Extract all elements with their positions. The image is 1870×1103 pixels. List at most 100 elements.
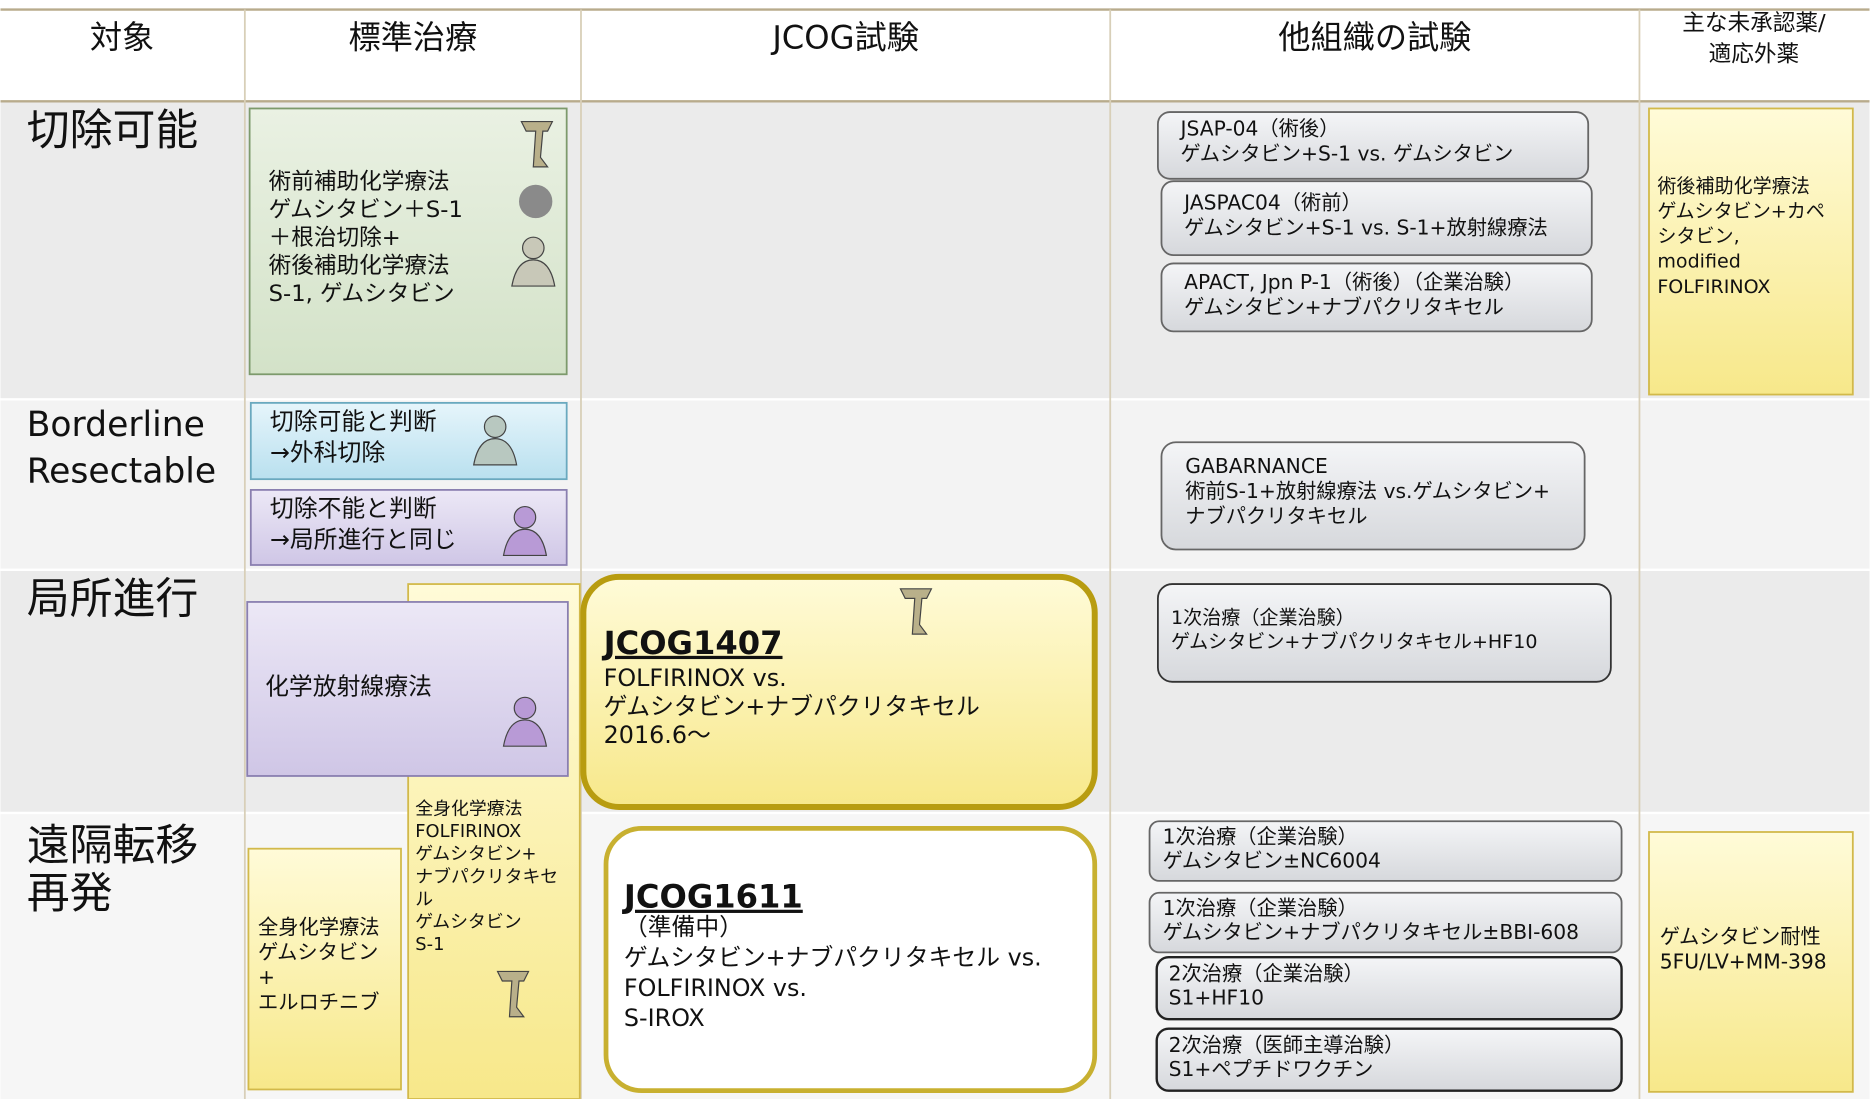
box-frame	[1148, 820, 1623, 882]
box-line: ゲムシタビン+ナブパクリタキセル vs.	[624, 943, 1042, 971]
header-cell: 対象	[90, 18, 154, 56]
box-line: FOLFIRINOX	[1657, 276, 1770, 298]
box-line: ル	[415, 889, 433, 910]
box-title: JCOG1611	[622, 878, 803, 916]
box-line: ゲムシタビン＋S-1	[269, 197, 463, 223]
icon	[496, 970, 530, 1018]
box-frame	[1160, 262, 1593, 333]
box-line: modified	[1657, 251, 1740, 273]
box-frame	[1157, 583, 1612, 683]
icon	[520, 120, 554, 168]
box-line: エルロチニブ	[258, 990, 380, 1014]
icon-body	[472, 438, 518, 466]
box-line: ゲムシタビン+ナブパクリタキセル	[604, 693, 980, 721]
box-line: ナブパクリタキセ	[415, 865, 558, 887]
box-frame	[1648, 831, 1854, 1093]
box-line: ゲムシタビン+ナブパクリタキセル	[1184, 295, 1504, 319]
icon-body	[502, 528, 548, 557]
box-line: 5FU/LV+MM-398	[1660, 950, 1827, 974]
icon-head	[521, 236, 545, 260]
box-frame	[1157, 111, 1590, 180]
box-frame	[246, 601, 569, 777]
header-cell: 他組織の試験	[1278, 18, 1471, 56]
box-line: ゲムシタビン±NC6004	[1163, 848, 1381, 872]
box: JASPAC04（術前）ゲムシタビン+S-1 vs. S-1+放射線療法	[1160, 180, 1593, 256]
box-line: ゲムシタビン	[258, 940, 379, 964]
box-line: 1次治療（企業治験）	[1171, 607, 1355, 629]
header-cell: JCOG試験	[770, 18, 919, 56]
box-frame	[580, 573, 1098, 810]
box-line: S-1	[415, 934, 444, 955]
box-line: 1次治療（企業治験）	[1163, 824, 1358, 848]
box-line: FOLFIRINOX vs.	[604, 664, 787, 692]
box-line: 1次治療（企業治験）	[1163, 896, 1358, 920]
box-line: JSAP-04（術後）	[1179, 116, 1340, 140]
box-line: （準備中）	[624, 913, 743, 941]
row-label: 遠隔転移	[27, 821, 199, 871]
box-line: S1+ペプチドワクチン	[1169, 1057, 1374, 1081]
icon	[502, 505, 548, 557]
box-frame	[1148, 891, 1623, 954]
box-line: 2次治療（医師主導治験）	[1169, 1033, 1405, 1057]
box: JSAP-04（術後）ゲムシタビン+S-1 vs. ゲムシタビン	[1157, 111, 1590, 180]
box-line: 化学放射線療法	[265, 672, 432, 700]
icon-body	[502, 719, 548, 747]
box-line: 術前S-1+放射線療法 vs.ゲムシタビン+	[1185, 479, 1550, 503]
box: 2次治療（企業治験）S1+HF10	[1155, 955, 1623, 1021]
box-line: 切除不能と判断	[270, 495, 437, 523]
box-line: S1+HF10	[1169, 985, 1264, 1009]
box-frame	[603, 826, 1098, 1094]
icon-head	[513, 505, 537, 529]
box-line: 全身化学療法	[415, 798, 522, 819]
box-line: JASPAC04（術前）	[1182, 190, 1362, 214]
box-line: 術前補助化学療法	[269, 169, 450, 195]
box-line: +	[258, 965, 275, 989]
box-line: →外科切除	[270, 439, 385, 467]
box-line: 2016.6～	[604, 721, 711, 749]
box-line: ゲムシタビン+S-1 vs. S-1+放射線療法	[1184, 215, 1548, 239]
icon-shape	[899, 588, 933, 635]
box-line: ＋根治切除+	[269, 225, 401, 251]
row-dividers	[0, 398, 1870, 815]
row-label: 再発	[27, 869, 113, 919]
box-line: 術後補助化学療法	[1657, 176, 1810, 198]
box: 2次治療（医師主導治験）S1+ペプチドワクチン	[1155, 1027, 1623, 1092]
box-line: 全身化学療法	[258, 915, 380, 939]
header-cell: 適応外薬	[1709, 41, 1799, 67]
box-line: ゲムシタビン+カペ	[1657, 201, 1825, 223]
icon-shape	[520, 120, 554, 168]
box: 1次治療（企業治験）ゲムシタビン±NC6004	[1148, 820, 1623, 882]
box-line: ゲムシタビン+ナブパクリタキセル±BBI-608	[1163, 920, 1579, 944]
icon-disc	[519, 184, 553, 219]
box-line: ゲムシタビン耐性	[1660, 925, 1821, 949]
box-frame	[1648, 107, 1854, 396]
icon-shape	[496, 970, 530, 1018]
box: 1次治療（企業治験）ゲムシタビン+ナブパクリタキセル+HF10	[1157, 583, 1612, 683]
box-frame	[248, 107, 568, 376]
box-frame	[247, 847, 402, 1091]
icon-head	[483, 415, 507, 439]
box-frame	[1160, 180, 1593, 256]
box: JCOG1611（準備中）ゲムシタビン+ナブパクリタキセル vs. FOLFIRI…	[603, 826, 1098, 1094]
box-frame	[1155, 955, 1623, 1021]
box-line: 切除可能と判断	[270, 408, 437, 436]
box-line: ゲムシタビン+S-1 vs. ゲムシタビン	[1181, 141, 1514, 165]
box-line: ゲムシタビン+ナブパクリタキセル+HF10	[1171, 630, 1537, 653]
box-line: APACT, Jpn P-1（術後）（企業治験）	[1184, 270, 1524, 294]
box: 1次治療（企業治験）ゲムシタビン+ナブパクリタキセル±BBI-608	[1148, 891, 1623, 954]
box: 切除可能と判断 →外科切除	[249, 401, 568, 481]
header-cell: 主な未承認薬/	[1682, 10, 1826, 36]
box-frame	[1160, 441, 1586, 551]
box-line: ナブパクリタキセル	[1185, 504, 1367, 528]
row-label: 局所進行	[27, 574, 199, 624]
box-line: S-IROX	[624, 1004, 705, 1032]
box-line: S-1, ゲムシタビン	[269, 281, 455, 307]
box-line: FOLFIRINOX	[415, 821, 521, 842]
box-title: JCOG1407	[602, 624, 783, 662]
